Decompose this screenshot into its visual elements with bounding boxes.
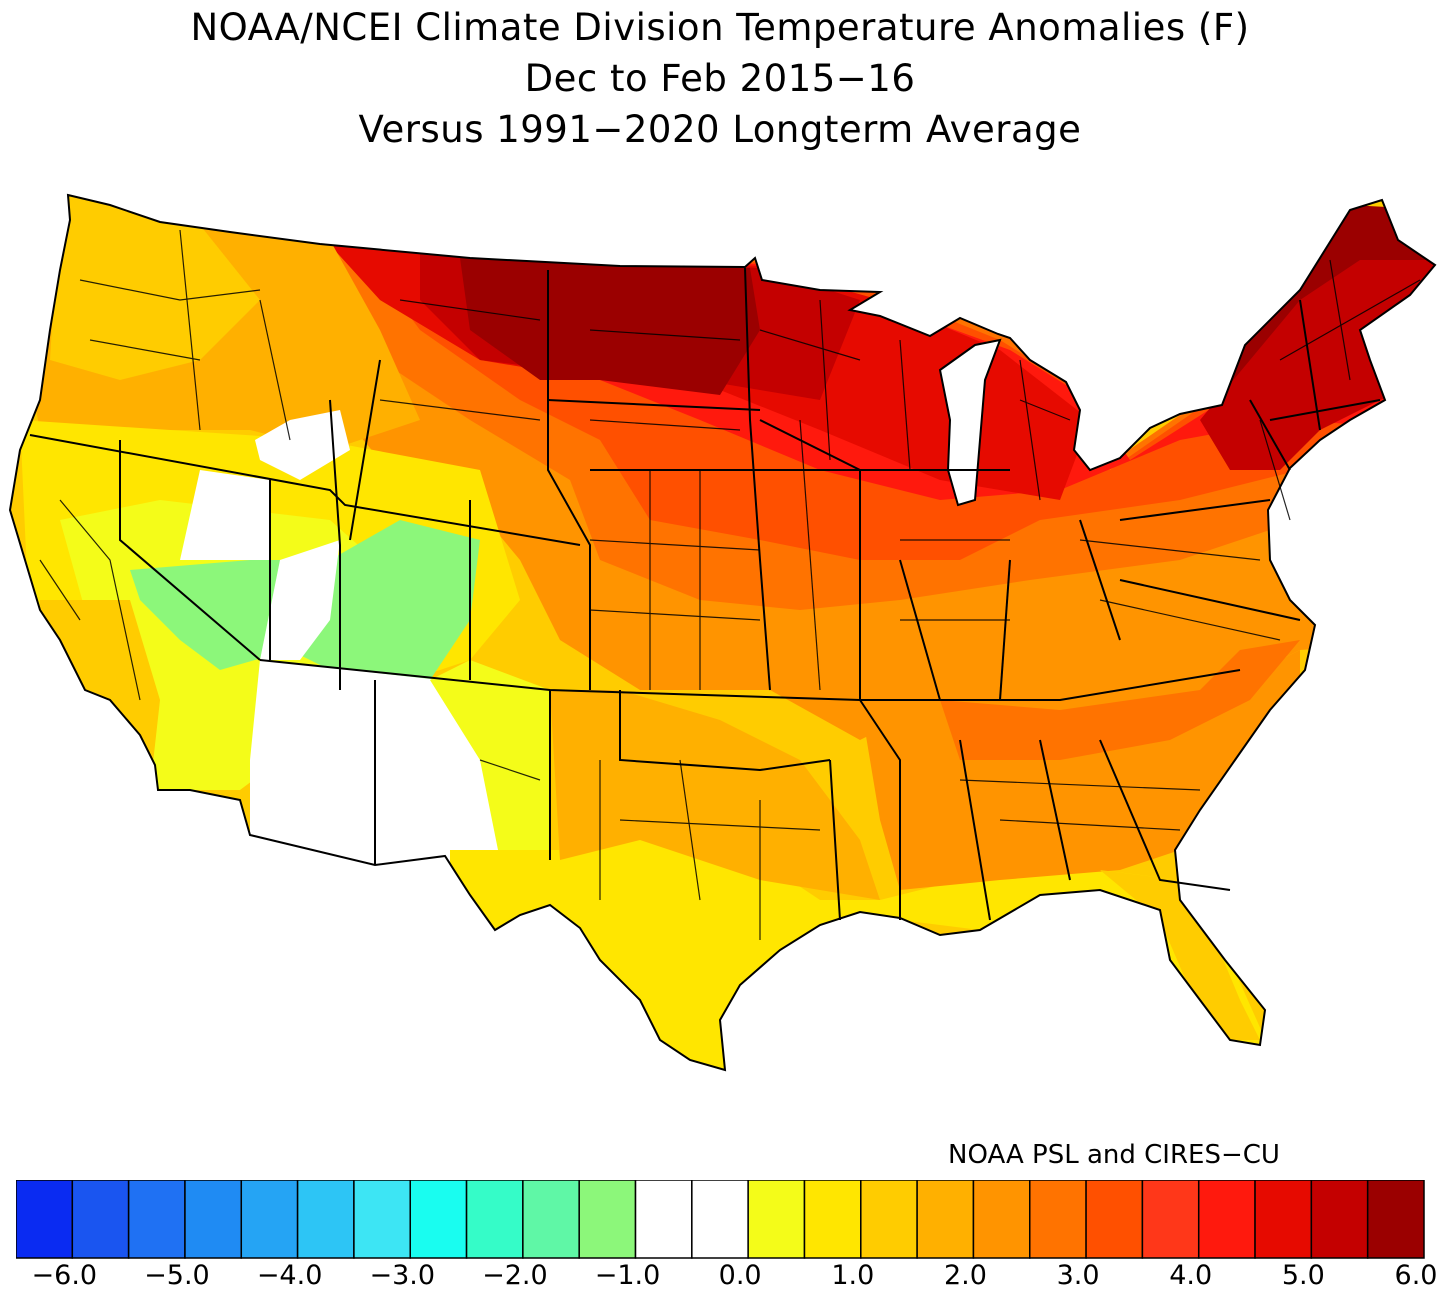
color-bin-13: [747, 1180, 806, 1259]
tick-label: −4.0: [256, 1260, 323, 1291]
color-bin-11: [634, 1180, 693, 1259]
color-bin-1: [71, 1180, 130, 1259]
title-line-1: NOAA/NCEI Climate Division Temperature A…: [190, 6, 1250, 49]
tick-label: 1.0: [831, 1260, 875, 1291]
color-bin-2: [127, 1180, 186, 1259]
color-bin-10: [578, 1180, 637, 1259]
color-bin-3: [184, 1180, 243, 1259]
anomaly-fill-layer: [10, 195, 1435, 1070]
color-bin-0: [16, 1180, 74, 1259]
division-boundaries: [8, 193, 1437, 1072]
color-bin-23: [1310, 1180, 1369, 1259]
tick-label: 0.0: [718, 1260, 762, 1291]
credit-label: NOAA PSL and CIRES−CU: [948, 1140, 1280, 1170]
color-scale-bar: [16, 1180, 1425, 1259]
tick-label: 3.0: [1056, 1260, 1100, 1291]
us-anomaly-map: [8, 193, 1437, 1072]
color-bin-4: [240, 1180, 299, 1259]
color-bin-24: [1366, 1180, 1425, 1259]
color-bin-22: [1254, 1180, 1313, 1259]
color-bin-6: [353, 1180, 411, 1259]
color-bin-19: [1085, 1180, 1144, 1259]
color-bin-14: [803, 1180, 862, 1259]
color-bin-21: [1197, 1180, 1256, 1259]
color-bin-5: [296, 1180, 355, 1259]
subdivision-lines: [39, 229, 1421, 940]
map-title: NOAA/NCEI Climate Division Temperature A…: [0, 2, 1440, 155]
tick-label: 5.0: [1281, 1260, 1325, 1291]
color-bin-7: [409, 1180, 468, 1259]
color-bin-17: [972, 1180, 1031, 1259]
tick-label: 4.0: [1169, 1260, 1213, 1291]
tick-label: −3.0: [369, 1260, 436, 1291]
color-bin-20: [1141, 1180, 1200, 1259]
color-bin-15: [860, 1180, 918, 1259]
title-line-3: Versus 1991−2020 Longterm Average: [358, 108, 1082, 151]
color-bin-9: [522, 1180, 580, 1259]
tick-label: 2.0: [943, 1260, 987, 1291]
color-bin-16: [916, 1180, 975, 1259]
title-line-2: Dec to Feb 2015−16: [524, 57, 916, 100]
color-bin-18: [1029, 1180, 1087, 1259]
tick-label: 6.0: [1394, 1260, 1438, 1291]
tick-label: −1.0: [594, 1260, 661, 1291]
tick-label: −2.0: [482, 1260, 548, 1291]
color-bin-8: [465, 1180, 524, 1259]
color-bin-12: [691, 1180, 749, 1259]
tick-label: −5.0: [144, 1260, 210, 1291]
tick-label: −6.0: [31, 1260, 98, 1291]
